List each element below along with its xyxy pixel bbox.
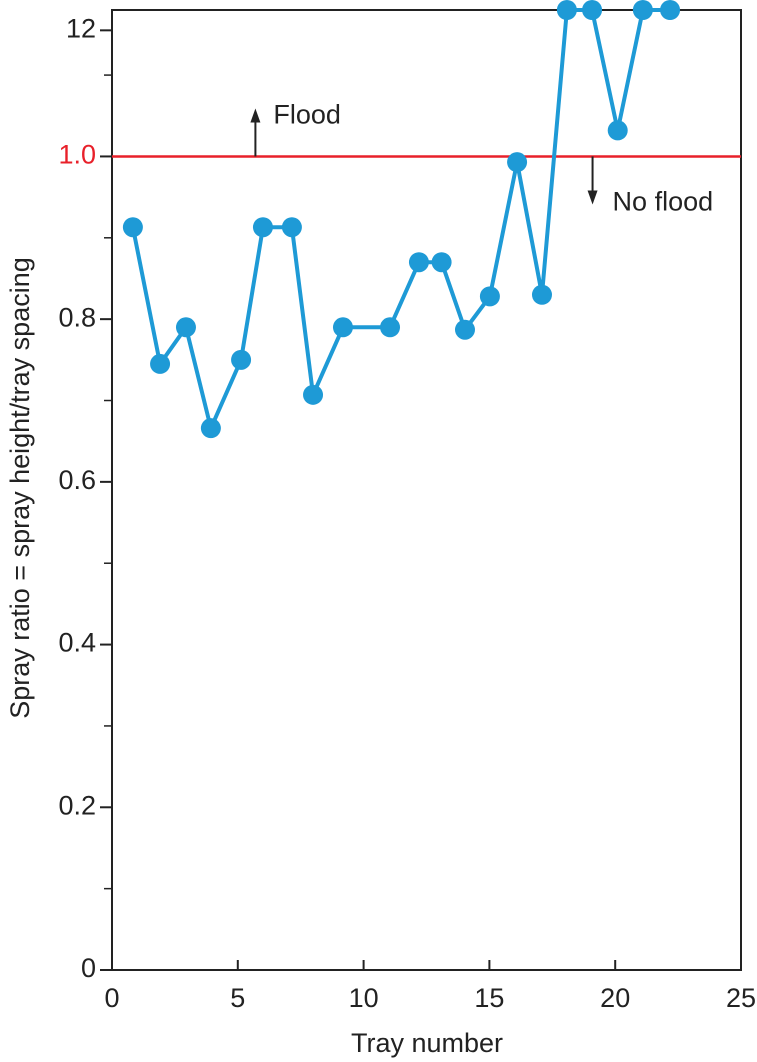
data-point — [150, 353, 171, 374]
x-tick-label: 20 — [600, 983, 630, 1013]
data-point — [281, 217, 302, 238]
y-tick-label: 0.4 — [58, 628, 96, 658]
data-point — [122, 217, 143, 238]
annotation: No flood — [613, 187, 714, 217]
data-point — [454, 319, 475, 340]
y-tick-label: 12 — [66, 13, 96, 43]
data-point — [200, 418, 221, 439]
data-point — [507, 152, 528, 173]
x-tick-label: 0 — [104, 983, 119, 1013]
x-tick-label: 5 — [230, 983, 245, 1013]
y-tick-label: 0.8 — [58, 302, 96, 332]
data-point — [332, 317, 353, 338]
data-point — [582, 0, 603, 20]
y-tick-label: 0.6 — [58, 465, 96, 495]
data-point — [431, 252, 452, 273]
data-point — [380, 317, 401, 338]
data-line — [130, 8, 671, 431]
annotation: Flood — [273, 100, 341, 130]
x-tick-label: 15 — [474, 983, 504, 1013]
plot-frame — [111, 9, 742, 971]
data-point — [556, 0, 577, 20]
data-point — [660, 0, 681, 20]
data-point — [303, 384, 324, 405]
data-point — [531, 284, 552, 305]
data-point — [231, 349, 252, 370]
y-tick-label: 0.2 — [58, 790, 96, 820]
y-tick-label: 0 — [81, 953, 96, 983]
data-point — [607, 120, 628, 141]
x-axis-label: Tray number — [351, 1028, 503, 1058]
data-point — [175, 317, 196, 338]
arrow-head — [250, 108, 261, 123]
y-tick-label: 1.0 — [58, 140, 96, 170]
arrow-head — [587, 190, 598, 205]
data-point — [408, 252, 429, 273]
data-point — [252, 217, 273, 238]
data-point — [479, 286, 500, 307]
y-axis-label: Spray ratio = spray height/tray spacing — [5, 257, 35, 719]
x-tick-label: 25 — [726, 983, 756, 1013]
data-point — [632, 0, 653, 20]
x-tick-label: 10 — [349, 983, 379, 1013]
